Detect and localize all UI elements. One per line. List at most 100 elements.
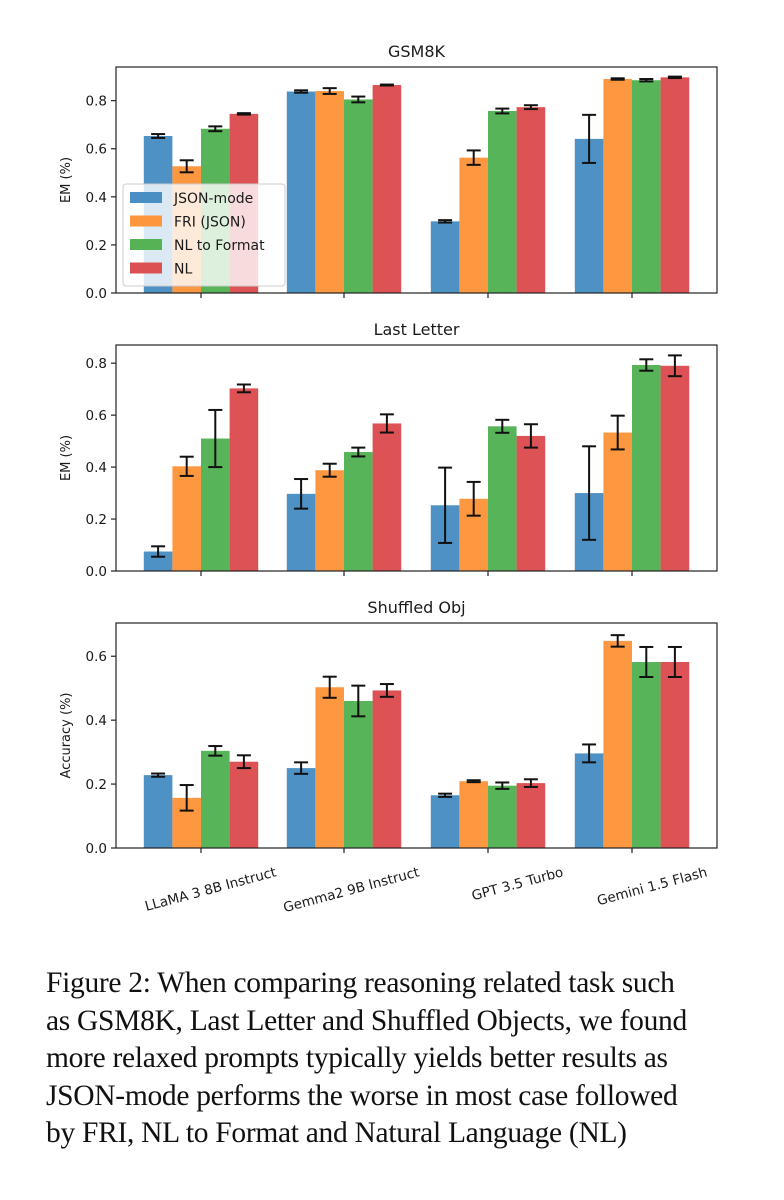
error-bar <box>322 462 337 478</box>
error-bar <box>639 645 654 679</box>
error-bar <box>351 684 366 718</box>
y-tick-label: 0.4 <box>86 713 107 729</box>
bar <box>372 423 402 571</box>
bar <box>286 91 316 293</box>
legend-label: FRI (JSON) <box>174 215 246 231</box>
bar <box>286 768 316 848</box>
bar <box>603 432 632 571</box>
error-bar <box>667 354 682 378</box>
error-bar <box>151 772 166 778</box>
error-bar <box>667 645 682 679</box>
bar <box>315 687 344 848</box>
bar <box>488 110 517 294</box>
y-axis-label: EM (%) <box>59 157 74 203</box>
error-bar <box>438 219 453 224</box>
error-bar <box>639 358 654 372</box>
bar <box>574 753 604 848</box>
y-axis-label: Accuracy (%) <box>59 693 74 779</box>
y-tick-label: 0.0 <box>86 286 107 302</box>
y-tick-label: 0.6 <box>86 142 107 158</box>
bar <box>229 761 259 848</box>
bar <box>143 551 173 571</box>
error-bar <box>294 761 309 775</box>
y-tick-label: 0.6 <box>86 649 107 665</box>
error-bar <box>294 89 309 94</box>
error-bar <box>151 545 166 558</box>
error-bar <box>438 466 453 544</box>
error-bar <box>236 754 251 770</box>
error-bar <box>379 83 394 87</box>
error-bar <box>466 480 481 517</box>
bar <box>660 661 690 848</box>
error-bar <box>610 414 625 451</box>
error-bar <box>523 423 538 449</box>
bar <box>430 221 460 293</box>
chart-title: Shuffled Obj <box>367 598 465 617</box>
error-bar <box>294 478 309 510</box>
error-bar <box>523 104 538 111</box>
bar <box>315 470 344 571</box>
error-bar <box>438 792 453 798</box>
error-bar <box>179 784 194 812</box>
error-bar <box>236 383 251 394</box>
error-bar <box>351 95 366 104</box>
bar <box>603 79 632 294</box>
legend-swatch <box>130 215 162 227</box>
bar <box>488 785 517 848</box>
error-bar <box>667 75 682 80</box>
error-bar <box>179 159 194 174</box>
error-bar <box>379 413 394 434</box>
error-bar <box>379 683 394 698</box>
bar <box>201 750 230 848</box>
error-bar <box>495 107 510 115</box>
bar <box>372 690 402 848</box>
legend-label: NL <box>174 262 192 278</box>
bar <box>229 388 259 571</box>
error-bar <box>523 778 538 788</box>
plot-frame <box>115 622 718 849</box>
y-tick-label: 0.8 <box>86 356 107 372</box>
chart-title: Last Letter <box>374 320 460 339</box>
legend: JSON-mode FRI (JSON) NL to Format NL <box>122 183 286 287</box>
legend-swatch <box>130 239 162 250</box>
error-bar <box>208 408 223 469</box>
x-tick-label: Gemma2 9B Instruct <box>282 864 421 916</box>
bar <box>172 466 201 571</box>
figure-caption: Figure 2: When comparing reasoning relat… <box>46 965 746 1153</box>
x-tick-label: GPT 3.5 Turbo <box>470 864 565 904</box>
figure-chart: GSM8K EM (%) 0.0 0.2 0.4 0.6 0.8 JSON-mode FRI (… <box>59 42 718 916</box>
bar <box>574 138 604 293</box>
bar <box>516 783 546 848</box>
y-tick-label: 0.2 <box>86 512 107 528</box>
panel-last-letter: Last Letter EM (%) 0.0 0.2 0.4 0.6 0.8 <box>59 320 718 580</box>
bar <box>344 452 373 571</box>
error-bar <box>582 113 597 164</box>
caption-line: Figure 2: When comparing reasoning relat… <box>46 967 675 999</box>
caption-line: JSON-mode performs the worse in most cas… <box>46 1079 678 1112</box>
y-tick-label: 0.8 <box>86 94 107 110</box>
x-tick-label: LLaMA 3 8B Instruct <box>143 864 278 914</box>
panel-shuffled-obj: Shuffled Obj Accuracy (%) 0.0 0.2 0.4 0.6 LLaM… <box>59 598 718 916</box>
caption-line: by FRI, NL to Format and Natural Languag… <box>46 1117 627 1149</box>
error-bar <box>495 781 510 790</box>
bar <box>660 365 690 571</box>
y-tick-label: 0.0 <box>86 841 107 857</box>
error-bar <box>495 418 510 434</box>
error-bar <box>610 634 625 648</box>
bar <box>344 99 373 293</box>
y-tick-label: 0.2 <box>86 238 107 254</box>
y-axis-label: EM (%) <box>59 435 74 481</box>
legend-label: JSON-mode <box>173 191 253 207</box>
error-bar <box>582 445 597 541</box>
caption-line: more relaxed prompts typically yields be… <box>46 1042 668 1074</box>
error-bar <box>208 125 223 133</box>
bar <box>516 435 546 571</box>
y-tick-label: 0.4 <box>86 460 107 476</box>
legend-box <box>122 183 286 287</box>
bar <box>488 426 517 571</box>
error-bar <box>582 743 597 764</box>
legend-swatch <box>130 192 162 203</box>
bar <box>516 107 546 293</box>
bar <box>459 157 488 293</box>
error-bar <box>639 78 654 83</box>
